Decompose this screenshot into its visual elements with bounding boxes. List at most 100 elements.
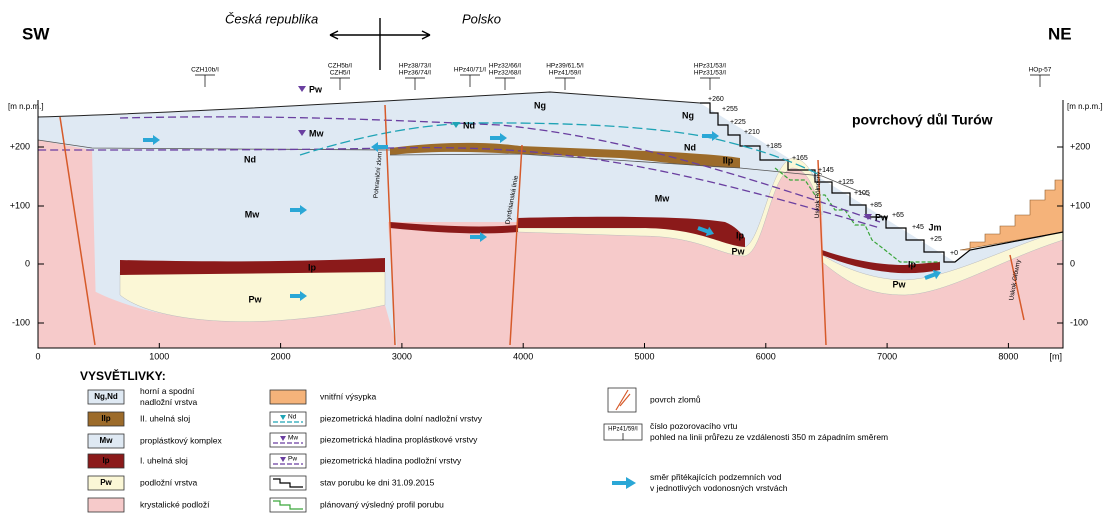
elevation-label: +105: [854, 190, 870, 197]
layer-label: Pw: [248, 294, 262, 304]
elevation-label: +145: [818, 167, 834, 174]
piezometric-marker: [298, 130, 306, 136]
legend-text: plánovaný výsledný profil porubu: [320, 499, 444, 509]
fault-label: Uskok Północny: [814, 171, 823, 219]
layer-label: Nd: [244, 154, 256, 164]
legend-text: krystalické podloží: [140, 499, 210, 509]
legend-swatch-marker: [280, 436, 286, 441]
piezometric-marker: [452, 122, 460, 128]
x-tick-label: 5000: [634, 351, 654, 361]
legend-text: směr přitékajících podzemních vod: [650, 472, 782, 482]
layer-label: Ip: [736, 230, 745, 240]
legend-swatch-label: HPz41/59/I: [608, 427, 638, 433]
well-label: CZH10b/I: [191, 67, 219, 74]
legend-swatch: [87, 453, 125, 469]
well-label: HPz41/59/I: [549, 70, 581, 77]
piezometric-label: Mw: [309, 128, 324, 138]
y-tick-label: +200: [1070, 141, 1090, 151]
piezometric-label: Pw: [309, 84, 323, 94]
well-label: HPz32/66/I: [489, 63, 521, 70]
legend-text: v jednotlivých vodonosných vrstvách: [650, 483, 788, 493]
piezometric-marker: [298, 86, 306, 92]
legend-swatch: [87, 475, 125, 491]
x-tick-label: 4000: [513, 351, 533, 361]
mine-steps: [700, 102, 1064, 263]
direction-label: SW: [22, 24, 50, 43]
legend-swatch-marker: [280, 457, 286, 462]
axis-unit: [m n.p.m.]: [8, 102, 44, 111]
well-label: CZH5b/I: [328, 63, 352, 70]
legend-swatch-arrow: [612, 477, 636, 489]
direction-label: NE: [1048, 24, 1072, 43]
border-marker: [329, 18, 431, 70]
elevation-label: +25: [930, 236, 942, 243]
legend-text: podložní vrstva: [140, 477, 197, 487]
x-tick-label: 1000: [149, 351, 169, 361]
piezometric-label: Pw: [875, 212, 889, 222]
dump: [959, 179, 1064, 251]
legend-text: povrch zlomů: [650, 394, 701, 404]
legend-text: stav porubu ke dni 31.09.2015: [320, 477, 435, 487]
legend-swatch-marker: [280, 415, 286, 420]
layer-label: Ip: [908, 259, 917, 269]
x-tick-label: 7000: [877, 351, 897, 361]
legend-swatch: [87, 389, 125, 405]
well-label: HPz32/68/I: [489, 70, 521, 77]
well-label: HPz36/74/I: [399, 70, 431, 77]
legend-title: VYSVĚTLIVKY:: [80, 368, 166, 383]
seam-1: [120, 216, 940, 275]
layer-label: Mw: [245, 209, 260, 219]
elevation-label: +65: [892, 212, 904, 219]
legend-swatch-label: IIp: [101, 414, 110, 423]
legend-swatch-label: Mw: [288, 435, 298, 442]
elevation-label: +260: [708, 96, 724, 103]
legend-swatch-line: [273, 478, 303, 488]
elevation-label: +225: [730, 119, 746, 126]
well-label: HPz38/73/I: [399, 63, 431, 70]
x-tick-label: 2000: [271, 351, 291, 361]
elevation-label: +165: [792, 155, 808, 162]
legend-swatch-label: Pw: [100, 478, 112, 487]
well-label: HOp-57: [1029, 67, 1052, 74]
well-label: HPz31/53/I: [694, 63, 726, 70]
x-tick-label: 6000: [756, 351, 776, 361]
well-label: HPz40/71/I: [454, 67, 486, 74]
x-tick-label: 8000: [998, 351, 1018, 361]
legend-text: II. uhelná sloj: [140, 413, 190, 423]
legend-text: pohled na linii průřezu ze vzdálenosti 3…: [650, 432, 888, 442]
legend-text: horní a spodní: [140, 386, 195, 396]
surface: [37, 91, 701, 118]
x-tick-label: 0: [35, 351, 40, 361]
legend-swatch-label: Ip: [102, 456, 109, 465]
mine-label: povrchový důl Turów: [852, 112, 993, 128]
layer-label: Ng: [534, 100, 546, 110]
legend-text: piezometrická hladina dolní nadložní vrs…: [320, 413, 483, 423]
layer-label: Ng: [682, 110, 694, 120]
layer-label: Pw: [892, 279, 906, 289]
elevation-label: +85: [870, 202, 882, 209]
legend-text: vnitřní výsypka: [320, 391, 376, 401]
legend-text: číslo pozorovacího vrtu: [650, 421, 738, 431]
piezometric-nd: [299, 122, 821, 176]
legend-swatch-label: Nd: [288, 414, 297, 421]
legend-swatch: [87, 433, 125, 449]
layer-label: Jm: [928, 222, 941, 232]
legend-text: piezometrická hladina podložní vrstvy: [320, 455, 462, 465]
well-label: CZH5/I: [330, 70, 351, 77]
y-tick-label: -100: [12, 317, 30, 327]
elevation-label: +210: [744, 129, 760, 136]
axes-frame: [37, 100, 1064, 349]
legend-swatch: [269, 389, 307, 405]
y-tick-label: +200: [10, 141, 30, 151]
piezometric-pw: [119, 116, 881, 223]
axis-unit: [m n.p.m.]: [1067, 102, 1103, 111]
layer-label: Nd: [684, 142, 696, 152]
country-label: Česká republika: [225, 11, 318, 26]
layer-label: Ip: [308, 262, 317, 272]
legend-swatch-line: [273, 500, 303, 510]
elevation-label: +0: [950, 250, 958, 257]
piezometric-mw: [37, 146, 881, 229]
y-tick-label: +100: [10, 200, 30, 210]
elevation-label: +125: [838, 179, 854, 186]
